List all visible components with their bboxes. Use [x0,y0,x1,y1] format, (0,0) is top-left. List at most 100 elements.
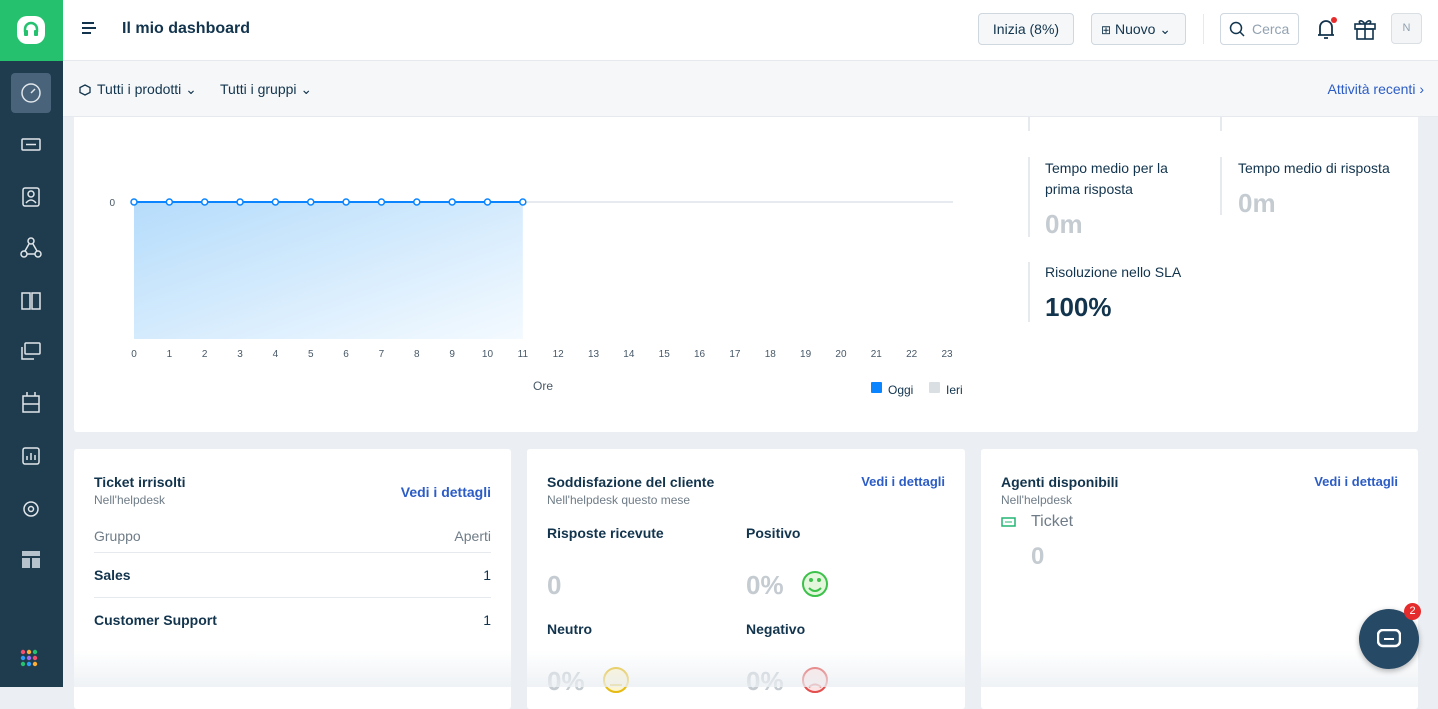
y-tick-label: 0 [109,198,115,209]
header: Il mio dashboard Inizia (8%) ⊞ Nuovo ⌄ C… [63,0,1438,61]
legend-swatch [929,382,940,393]
data-point [413,198,421,206]
page-title: Il mio dashboard [122,20,251,37]
legend-swatch [871,382,882,393]
group-filter[interactable]: Tutti i gruppi ⌄ [220,81,313,97]
agents-label: Ticket [1031,513,1074,530]
solutions-icon[interactable] [21,292,41,310]
details-link[interactable]: Vedi i dettagli [1314,474,1398,489]
data-point [236,198,244,206]
data-point [200,198,209,206]
data-point [483,198,492,206]
column-header: Aperti [454,528,491,544]
divider [1028,157,1030,237]
chat-icon [1377,629,1401,648]
nav-icons [20,83,42,568]
divider [1203,14,1204,44]
card-subtitle: Nell'helpdesk [1001,493,1072,507]
row-divider [94,552,491,553]
stat-label: Tempo medio per la prima risposta [1045,160,1168,197]
x-tick-label: 20 [835,349,847,360]
x-tick-label: 13 [588,349,600,360]
assets-icon[interactable] [22,392,40,413]
x-tick-label: 10 [482,349,494,360]
search-box[interactable]: Cerca [1220,13,1299,45]
filter-text: Tutti i gruppi [220,81,297,97]
data-point [519,198,527,206]
legend-label: Oggi [888,383,913,397]
x-axis-label: Ore [533,379,553,393]
details-link[interactable]: Vedi i dettagli [861,474,945,489]
positive-icon [802,571,828,597]
x-tick-label: 18 [765,349,777,360]
x-tick-label: 4 [273,349,279,360]
dashboard-icon[interactable] [21,83,41,103]
notification-icon[interactable] [1315,16,1339,42]
logo-icon [17,16,45,44]
apps-icon[interactable] [22,551,40,568]
search-icon [1229,21,1245,37]
button-text: Nuovo [1114,21,1156,37]
product-filter[interactable]: Tutti i prodotti ⌄ [97,81,197,97]
x-tick-label: 17 [729,349,741,360]
legend-label: Ieri [946,383,963,397]
tickets-icon[interactable] [21,138,41,151]
logo[interactable] [0,0,63,61]
x-tick-label: 0 [131,349,137,360]
open-count: 1 [483,612,491,628]
stat-label: Risoluzione nello SLA [1045,264,1182,280]
x-tick-label: 19 [800,349,812,360]
data-point [377,198,386,206]
gift-icon[interactable] [1353,17,1377,41]
open-count: 1 [483,567,491,583]
chart: Ore 00 1 2 3 4 5 6 7 8 9 10 11 12 13 14 15 16 17 18 19 20 21 2… [109,198,963,397]
product-icon [79,84,91,96]
x-tick-label: 21 [871,349,883,360]
fade [63,650,1438,687]
card-title: Ticket irrisolti [94,474,186,490]
metric-label: Negativo [746,621,806,637]
data-point [448,198,456,206]
data-point [342,198,350,206]
details-link[interactable]: Vedi i dettagli [400,484,491,500]
avatar[interactable]: N [1391,13,1422,44]
column-header: Gruppo [94,528,141,544]
data-point [306,198,315,206]
group-name: Customer Support [94,612,217,628]
menu-icon[interactable] [82,21,96,35]
x-tick-label: 16 [694,349,706,360]
x-tick-label: 12 [553,349,565,360]
x-tick-label: 9 [449,349,455,360]
card-title: Agenti disponibili [1001,474,1119,490]
recent-activity[interactable]: Attività recenti › [1327,81,1425,97]
contacts-icon[interactable] [22,187,40,207]
x-tick-label: 15 [659,349,671,360]
group-name: Sales [94,567,131,583]
onboarding-button[interactable]: Inizia (8%) [978,13,1074,45]
filter-bar: Tutti i prodotti ⌄ Tutti i gruppi ⌄ Atti… [63,61,1438,117]
reports-icon[interactable] [22,447,40,465]
agents-value: 0 [1031,543,1045,570]
x-tick-label: 23 [941,349,953,360]
stat-value: 0m [1238,188,1276,218]
x-tick-label: 8 [414,349,420,360]
metric-label: Neutro [547,621,593,637]
stat-value: 100% [1045,292,1112,322]
sidebar [0,0,63,687]
social-icon[interactable] [20,237,42,258]
chat-nav-icon[interactable] [21,342,41,360]
data-point [271,198,280,206]
metric-value: 0 [547,570,562,600]
row-divider [94,597,491,598]
card-title: Soddisfazione del cliente [547,474,715,490]
new-button[interactable]: ⊞ Nuovo ⌄ [1091,13,1186,45]
divider [1028,262,1030,322]
divider [1220,117,1222,131]
metric-label: Positivo [746,525,801,541]
settings-icon[interactable] [23,501,39,517]
card-subtitle: Nell'helpdesk [94,493,165,507]
app-switcher[interactable] [20,649,42,669]
x-tick-label: 14 [623,349,635,360]
x-tick-label: 2 [202,349,208,360]
